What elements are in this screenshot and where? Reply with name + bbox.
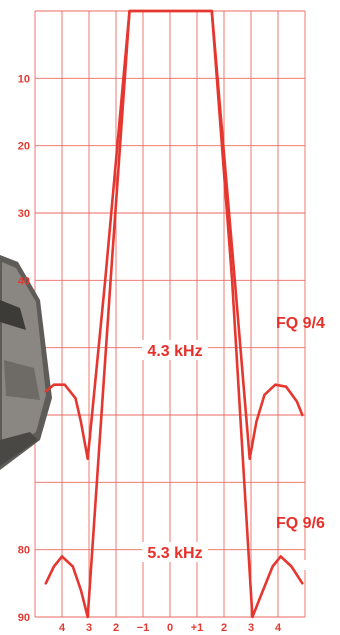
annotations: FQ 9/4 FQ 9/6 4.3 kHz 5.3 kHz [142, 315, 336, 570]
y-axis-labels: 10 20 30 40 80 90 [18, 73, 30, 624]
x-tick-label: +1 [191, 622, 204, 634]
x-tick-label: 2 [221, 622, 227, 634]
series-name-fq-9-6: FQ 9/6 [276, 515, 325, 532]
y-tick-label: 40 [18, 275, 30, 287]
y-tick-label: 80 [18, 545, 30, 557]
x-axis-labels: 4 3 2 −1 0 +1 2 3 4 [59, 622, 282, 634]
bandwidth-label-4-3: 4.3 kHz [147, 343, 202, 360]
x-tick-label: 4 [275, 622, 282, 634]
device-photo-fragment [0, 255, 52, 470]
x-tick-label: 4 [59, 622, 66, 634]
x-tick-label: 2 [113, 622, 119, 634]
y-tick-label: 90 [18, 612, 30, 624]
y-tick-label: 20 [18, 141, 30, 153]
x-tick-label: 3 [86, 622, 92, 634]
x-tick-label: 3 [248, 622, 254, 634]
y-tick-label: 10 [18, 73, 30, 85]
grid [34, 10, 306, 618]
y-tick-label: 30 [18, 208, 30, 220]
bandwidth-label-5-3: 5.3 kHz [147, 545, 202, 562]
series-line-fq-9-6 [44, 9, 304, 619]
x-tick-label: 0 [167, 622, 173, 634]
x-tick-label: −1 [137, 622, 150, 634]
series-name-fq-9-4: FQ 9/4 [276, 315, 325, 332]
curves [44, 9, 304, 619]
